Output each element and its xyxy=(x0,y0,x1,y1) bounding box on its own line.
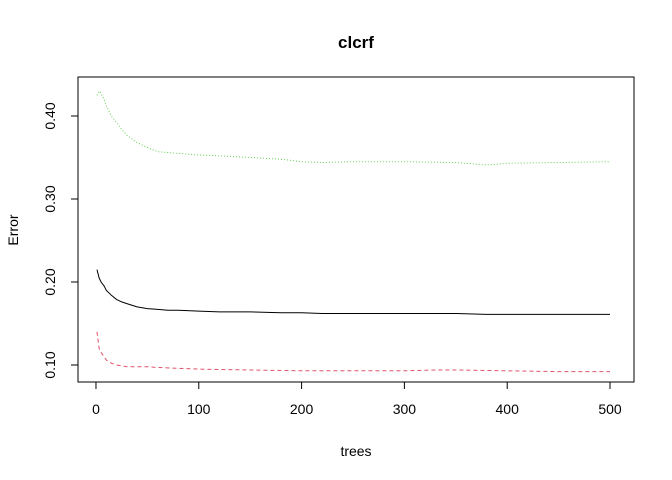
chart-title: clcrf xyxy=(338,33,374,52)
x-tick-label: 200 xyxy=(290,401,314,417)
y-tick-label: 0.30 xyxy=(42,185,58,212)
series-line-2 xyxy=(96,331,610,373)
y-tick-label: 0.40 xyxy=(42,102,58,129)
y-axis: 0.10 0.20 0.30 0.40 xyxy=(42,102,79,379)
y-axis-label: Error xyxy=(5,214,21,245)
x-tick-label: 0 xyxy=(92,401,100,417)
y-tick-label: 0.10 xyxy=(42,351,58,378)
y-tick-label: 0.20 xyxy=(42,268,58,295)
x-axis: 0 100 200 300 400 500 xyxy=(92,381,622,417)
x-tick-label: 300 xyxy=(393,401,417,417)
series-line-3 xyxy=(96,90,611,166)
series-line-1 xyxy=(96,269,610,315)
plot-frame xyxy=(77,76,635,383)
series-layer xyxy=(96,90,611,373)
x-tick-label: 500 xyxy=(598,401,622,417)
x-tick-label: 100 xyxy=(187,401,211,417)
x-axis-label: trees xyxy=(340,443,371,459)
x-tick-label: 400 xyxy=(496,401,520,417)
